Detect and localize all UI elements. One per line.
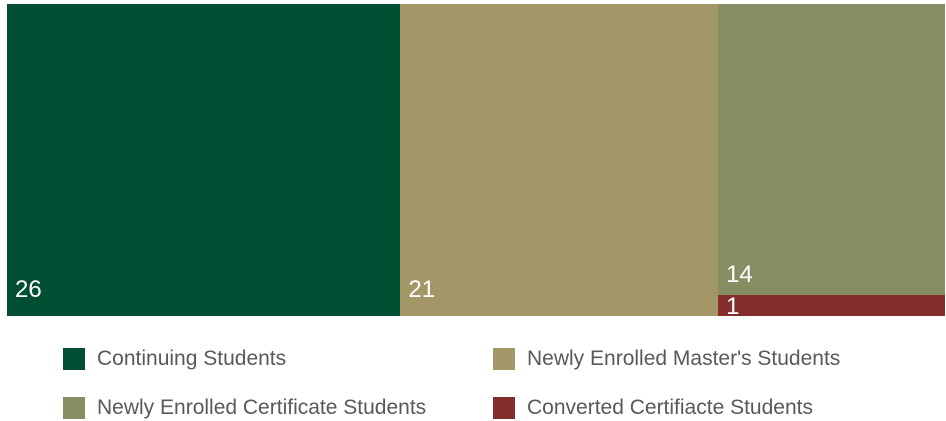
legend-label-newly-enrolled-masters-students: Newly Enrolled Master's Students (527, 347, 841, 370)
legend-label-continuing-students: Continuing Students (97, 347, 287, 370)
legend-item-newly-enrolled-masters-students: Newly Enrolled Master's Students (493, 347, 840, 371)
legend-swatch-newly-enrolled-certificate-students (63, 397, 85, 419)
tile-label-newly-enrolled-masters-students: 21 (408, 276, 436, 303)
treemap-chart: 26 21 14 1 (7, 4, 945, 321)
legend-label-newly-enrolled-certificate-students: Newly Enrolled Certificate Students (97, 396, 427, 419)
tile-label-continuing-students: 26 (15, 276, 42, 303)
legend-item-newly-enrolled-certificate-students: Newly Enrolled Certificate Students (63, 396, 426, 420)
legend-swatch-continuing-students (63, 348, 85, 370)
tile-newly-enrolled-masters-students: 21 (400, 4, 719, 316)
legend-swatch-newly-enrolled-masters-students (493, 348, 515, 370)
legend-swatch-converted-certificate-students (493, 397, 515, 419)
tile-label-converted-certificate-students: 1 (726, 293, 740, 321)
tile-label-newly-enrolled-certificate-students: 14 (726, 261, 753, 289)
tile-continuing-students: 26 (7, 4, 401, 316)
legend-item-continuing-students: Continuing Students (63, 347, 286, 371)
legend-label-converted-certificate-students: Converted Certifiacte Students (527, 396, 813, 419)
tile-newly-enrolled-certificate-students: 14 (718, 4, 945, 296)
legend-item-converted-certificate-students: Converted Certifiacte Students (493, 396, 813, 420)
tile-converted-certificate-students: 1 (718, 293, 945, 321)
